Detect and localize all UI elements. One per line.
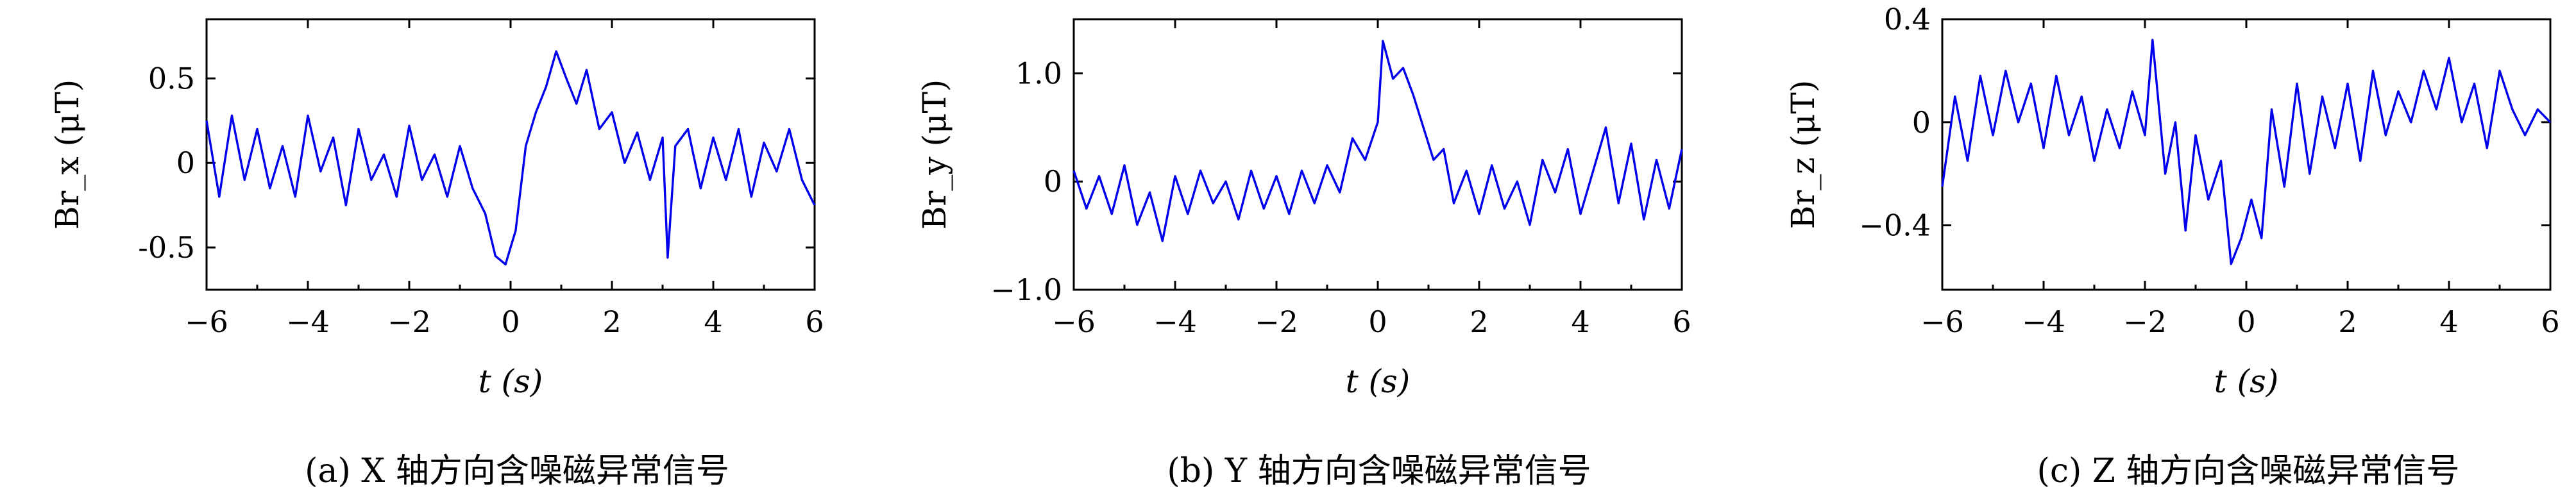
x-tick-label: 2 [602, 304, 621, 339]
x-tick-label: −2 [387, 304, 431, 339]
x-axis-label: t (s) [2214, 363, 2279, 400]
x-tick-label: −4 [2022, 304, 2065, 339]
x-axis-label: t (s) [1346, 363, 1411, 400]
x-axis-label: t (s) [479, 363, 543, 400]
y-tick-label: 0.4 [1884, 2, 1931, 37]
panel-caption: (c) Z 轴方向含噪磁异常信号 [2037, 452, 2460, 490]
x-tick-label: 6 [2541, 304, 2559, 339]
x-tick-label: 6 [805, 304, 824, 339]
signal-series-line [1941, 38, 2552, 265]
plot-frame [1941, 18, 2552, 291]
signal-series-line [205, 50, 816, 266]
y-tick-label: 1.0 [1015, 56, 1062, 90]
x-tick-label: 0 [2237, 304, 2255, 339]
x-tick-label: −6 [1920, 304, 1964, 339]
y-axis-label: Br_x (μT) [49, 79, 86, 230]
y-tick-label: 0 [1044, 164, 1062, 199]
y-axis-label: Br_z (μT) [1784, 80, 1822, 229]
chart-panel-2: −6 −4 −2 0 2 4 6 −1.0 0 1.0 t (s) Br_y (μT) (b) Y 轴方… [916, 18, 1691, 490]
chart-panel-1: −6 −4 −2 0 2 4 6 -0.5 0 0.5 t (s) Br_x (μT) (a) X 轴方… [49, 18, 824, 490]
x-tick-label: 4 [2439, 304, 2458, 339]
y-tick-label: −0.4 [1859, 208, 1931, 243]
x-tick-label: −6 [185, 304, 228, 339]
plot-frame [1072, 18, 1683, 291]
y-tick-label: -0.5 [138, 230, 195, 265]
y-tick-label: −1.0 [990, 272, 1062, 307]
x-tick-label: 0 [1368, 304, 1387, 339]
x-tick-label: 0 [501, 304, 520, 339]
x-tick-label: −4 [1153, 304, 1197, 339]
x-tick-label: 6 [1672, 304, 1691, 339]
chart-panel-3: −6 −4 −2 0 2 4 6 −0.4 0 0.4 t (s) Br_z (μT) (c) Z 轴方… [1784, 2, 2560, 490]
y-tick-label: 0 [176, 146, 195, 180]
x-tick-label: 4 [1571, 304, 1589, 339]
panel-caption: (b) Y 轴方向含噪磁异常信号 [1167, 452, 1591, 490]
y-axis-label: Br_y (μT) [916, 79, 953, 230]
x-tick-label: 4 [704, 304, 722, 339]
x-tick-label: −2 [2123, 304, 2167, 339]
x-tick-label: −6 [1052, 304, 1096, 339]
x-tick-label: 2 [2338, 304, 2357, 339]
panel-caption: (a) X 轴方向含噪磁异常信号 [305, 452, 729, 490]
signal-series-line [1072, 40, 1683, 242]
x-tick-label: −4 [286, 304, 330, 339]
x-tick-label: 2 [1470, 304, 1488, 339]
y-tick-label: 0 [1912, 105, 1931, 140]
x-tick-label: −2 [1255, 304, 1298, 339]
y-tick-label: 0.5 [148, 61, 195, 96]
